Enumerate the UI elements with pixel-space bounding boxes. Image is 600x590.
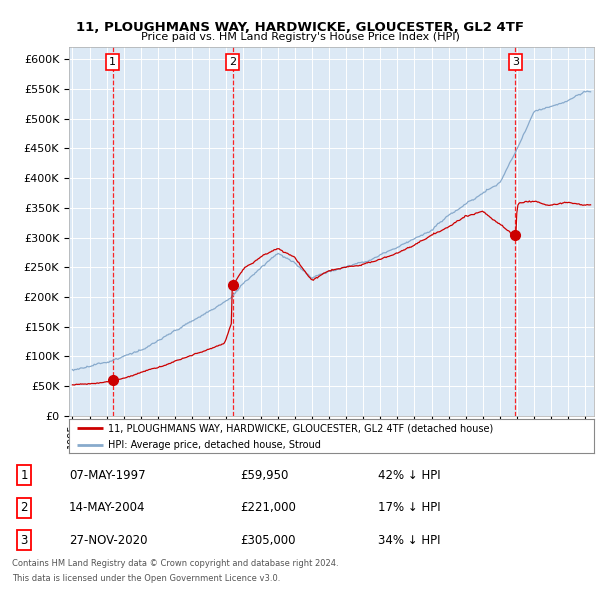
Text: 11, PLOUGHMANS WAY, HARDWICKE, GLOUCESTER, GL2 4TF: 11, PLOUGHMANS WAY, HARDWICKE, GLOUCESTE… <box>76 21 524 34</box>
Text: 14-MAY-2004: 14-MAY-2004 <box>69 501 146 514</box>
Text: 3: 3 <box>512 57 519 67</box>
Text: 1: 1 <box>109 57 116 67</box>
Text: 2: 2 <box>229 57 236 67</box>
Text: £59,950: £59,950 <box>240 468 289 482</box>
Text: 42% ↓ HPI: 42% ↓ HPI <box>378 468 440 482</box>
Text: HPI: Average price, detached house, Stroud: HPI: Average price, detached house, Stro… <box>109 440 321 450</box>
Text: 1: 1 <box>20 468 28 482</box>
Text: 07-MAY-1997: 07-MAY-1997 <box>69 468 146 482</box>
Text: £221,000: £221,000 <box>240 501 296 514</box>
Text: 34% ↓ HPI: 34% ↓ HPI <box>378 533 440 547</box>
Text: 27-NOV-2020: 27-NOV-2020 <box>69 533 148 547</box>
Text: £305,000: £305,000 <box>240 533 296 547</box>
Text: This data is licensed under the Open Government Licence v3.0.: This data is licensed under the Open Gov… <box>12 574 280 583</box>
Text: Contains HM Land Registry data © Crown copyright and database right 2024.: Contains HM Land Registry data © Crown c… <box>12 559 338 568</box>
Text: 17% ↓ HPI: 17% ↓ HPI <box>378 501 440 514</box>
Text: 2: 2 <box>20 501 28 514</box>
Text: 3: 3 <box>20 533 28 547</box>
Text: 11, PLOUGHMANS WAY, HARDWICKE, GLOUCESTER, GL2 4TF (detached house): 11, PLOUGHMANS WAY, HARDWICKE, GLOUCESTE… <box>109 424 494 434</box>
Text: Price paid vs. HM Land Registry's House Price Index (HPI): Price paid vs. HM Land Registry's House … <box>140 32 460 42</box>
